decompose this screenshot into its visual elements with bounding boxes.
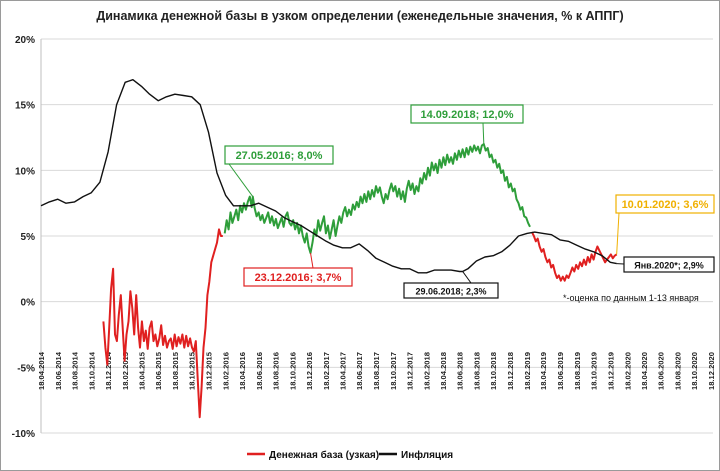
x-axis: 18.04.2014 18.06.2014 18.08.2014 18.10.2014… (37, 351, 716, 390)
x-tick-label: 18.04.2015 (137, 351, 146, 390)
x-tick-label: 18.10.2016 (288, 352, 297, 390)
x-tick-label: 18.12.2020 (707, 352, 716, 390)
y-tick-label: 20% (15, 35, 35, 46)
x-tick-label: 18.12.2015 (205, 351, 214, 390)
x-tick-label: 18.10.2014 (87, 351, 96, 390)
annotation-inflation-jan-2020: Янв.2020*; 2,9% (616, 256, 715, 273)
legend-label: Инфляция (401, 449, 453, 461)
annotation-leader (462, 271, 472, 284)
annotation-inflation-low-2018: 29.06.2018; 2,3% (403, 271, 499, 299)
annotation-leader (228, 163, 254, 197)
x-tick-label: 18.12.2017 (406, 352, 415, 390)
y-axis: 20% 15% 10% 5% 0% -5% -10% (12, 35, 35, 440)
grid (40, 38, 713, 434)
x-tick-label: 18.04.2016 (238, 352, 247, 390)
annotation-label: 27.05.2016; 8,0% (236, 150, 323, 162)
x-tick-label: 18.12.2019 (606, 352, 615, 390)
money-base-line-decline (531, 231, 618, 282)
y-tick-label: -5% (17, 363, 35, 374)
x-tick-label: 18.12.2016 (305, 352, 314, 390)
annotations: 27.05.2016; 8,0% 14.09.2018; 12,0% 23.12.2… (224, 104, 715, 299)
legend: Денежная база (узкая) Инфляция (247, 449, 453, 461)
x-tick-label: 18.06.2020 (657, 352, 666, 390)
x-tick-label: 18.04.2019 (539, 352, 548, 390)
annotation-leader (482, 122, 485, 145)
x-tick-label: 18.02.2017 (322, 352, 331, 390)
x-tick-label: 18.02.2019 (523, 352, 532, 390)
x-tick-label: 18.08.2016 (272, 352, 281, 390)
annotation-box (410, 104, 524, 124)
annotation-money-base-jan-2020: 10.01.2020; 3,6% (615, 194, 715, 255)
series-group (40, 79, 618, 419)
x-tick-label: 18.06.2018 (456, 352, 465, 390)
money-base-line-early (102, 228, 223, 419)
y-tick-label: 10% (15, 166, 35, 177)
x-tick-label: 18.10.2015 (188, 351, 197, 390)
x-tick-label: 18.10.2018 (489, 352, 498, 390)
annotation-leader (310, 252, 314, 269)
annotation-box (623, 256, 715, 273)
x-tick-label: 18.10.2019 (590, 352, 599, 390)
y-tick-label: 5% (21, 232, 36, 243)
money-base-line-growth (223, 143, 531, 255)
x-tick-label: 18.06.2015 (154, 351, 163, 390)
y-tick-label: -10% (12, 429, 35, 440)
x-tick-label: 18.08.2019 (573, 352, 582, 390)
y-tick-label: 15% (15, 101, 35, 112)
x-tick-label: 18.04.2017 (338, 352, 347, 390)
annotation-box (615, 194, 715, 214)
x-tick-label: 18.06.2014 (54, 351, 63, 390)
x-tick-label: 18.12.2018 (506, 352, 515, 390)
x-tick-label: 18.02.2020 (623, 352, 632, 390)
x-tick-label: 18.02.2016 (222, 352, 231, 390)
x-tick-label: 18.02.2015 (121, 351, 130, 390)
annotation-peak-2016: 27.05.2016; 8,0% (224, 145, 334, 197)
x-tick-label: 18.06.2019 (556, 352, 565, 390)
x-tick-label: 18.02.2018 (423, 352, 432, 390)
legend-item: Денежная база (узкая) (247, 449, 379, 461)
x-tick-label: 18.06.2016 (255, 352, 264, 390)
annotation-label: 10.01.2020; 3,6% (622, 199, 709, 211)
annotation-label: Янв.2020*; 2,9% (634, 261, 703, 271)
annotation-box (224, 145, 334, 165)
annotation-peak-2018: 14.09.2018; 12,0% (410, 104, 524, 145)
annotation-leader (616, 212, 620, 255)
x-tick-label: 18.08.2015 (171, 351, 180, 390)
x-tick-label: 18.04.2018 (439, 352, 448, 390)
footnote: *-оценка по данным 1-13 января (563, 293, 699, 303)
legend-item: Инфляция (379, 449, 453, 461)
x-tick-label: 18.12.2014 (104, 351, 113, 390)
annotation-label: 14.09.2018; 12,0% (421, 109, 514, 121)
x-tick-label: 18.08.2017 (372, 352, 381, 390)
x-tick-label: 18.08.2020 (673, 352, 682, 390)
inflation-line (40, 79, 617, 274)
legend-label: Денежная база (узкая) (269, 449, 379, 461)
annotation-label: 29.06.2018; 2,3% (415, 287, 486, 297)
x-tick-label: 18.08.2018 (472, 352, 481, 390)
annotation-label: 23.12.2016; 3,7% (255, 272, 342, 284)
x-tick-label: 18.04.2020 (640, 352, 649, 390)
x-tick-label: 18.10.2017 (389, 352, 398, 390)
x-tick-label: 18.04.2014 (37, 351, 46, 390)
annotation-box (243, 267, 353, 287)
annotation-box (403, 282, 499, 299)
x-tick-label: 18.06.2017 (355, 352, 364, 390)
annotation-low-2016: 23.12.2016; 3,7% (243, 252, 353, 287)
x-tick-label: 18.10.2020 (690, 352, 699, 390)
x-tick-label: 18.08.2014 (71, 351, 80, 390)
chart-title: Динамика денежной базы в узком определен… (96, 9, 623, 23)
y-tick-label: 0% (21, 298, 36, 309)
